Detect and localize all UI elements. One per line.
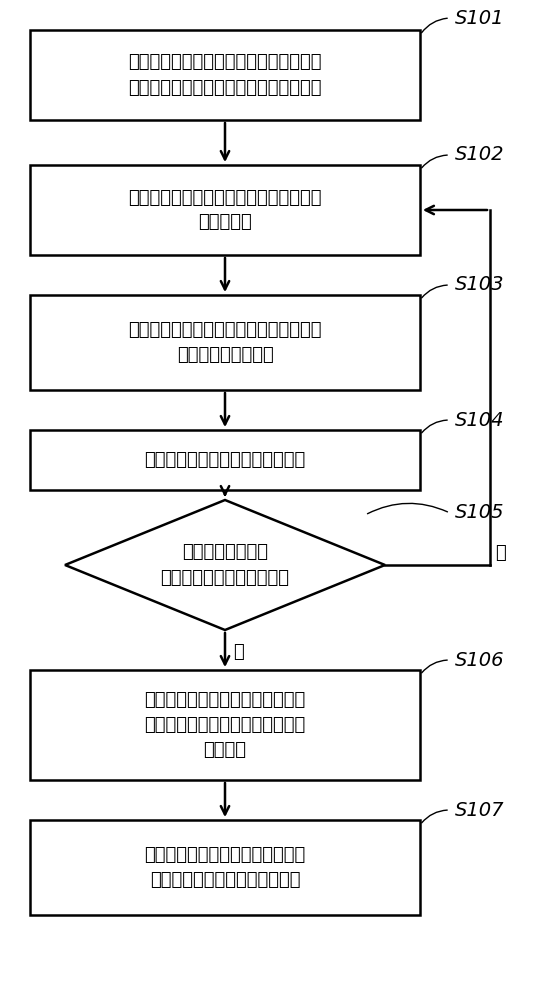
Bar — [30, 820, 420, 915]
Text: 工控机接收驱动器返回的校验结果: 工控机接收驱动器返回的校验结果 — [144, 451, 306, 469]
Text: 工控机通过总线状态选择线控制驱
动器切换回模拟量信号有效状态: 工控机通过总线状态选择线控制驱 动器切换回模拟量信号有效状态 — [144, 846, 306, 889]
Bar — [30, 670, 420, 780]
Text: S102: S102 — [455, 145, 504, 164]
Text: 驱动器接收工控机发送的映射参数，并对
该映射参数进行校验: 驱动器接收工控机发送的映射参数，并对 该映射参数进行校验 — [129, 321, 322, 364]
Text: 工控机通过总线状态选择线控制驱动器由
模拟量信号有效状态切换至参数调节状态: 工控机通过总线状态选择线控制驱动器由 模拟量信号有效状态切换至参数调节状态 — [129, 53, 322, 97]
Text: S107: S107 — [455, 800, 504, 820]
Text: 否: 否 — [495, 544, 506, 562]
Text: S103: S103 — [455, 275, 504, 294]
Text: 工控机通过辅助串行通讯总线向驱动器发
送映射参数: 工控机通过辅助串行通讯总线向驱动器发 送映射参数 — [129, 188, 322, 232]
Text: S104: S104 — [455, 410, 504, 430]
Text: 工控机根据接收的
校验结果判断校验是否成功: 工控机根据接收的 校验结果判断校验是否成功 — [160, 544, 289, 586]
Polygon shape — [65, 500, 385, 630]
Text: S106: S106 — [455, 650, 504, 670]
Text: 工控机根据映射参数调节模拟量信
号，并根据预先设置的第二时间値
进行延时: 工控机根据映射参数调节模拟量信 号，并根据预先设置的第二时间値 进行延时 — [144, 691, 306, 759]
Text: S101: S101 — [455, 8, 504, 27]
Bar — [30, 165, 420, 255]
Text: 是: 是 — [233, 643, 244, 661]
Text: S105: S105 — [455, 504, 504, 522]
Bar — [30, 430, 420, 490]
Bar — [30, 295, 420, 390]
Bar — [30, 30, 420, 120]
